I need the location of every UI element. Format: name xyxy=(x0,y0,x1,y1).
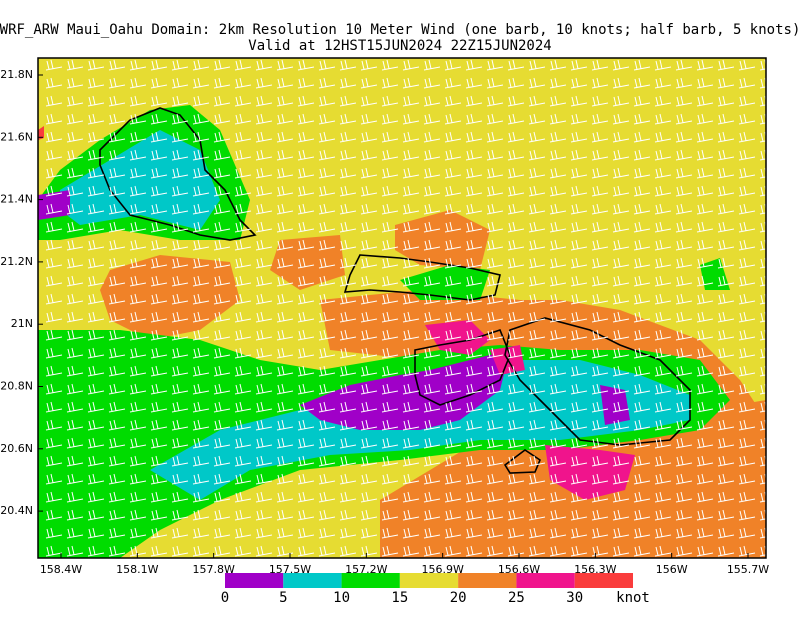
colorbar-swatch xyxy=(516,573,575,588)
coastline xyxy=(504,317,691,446)
longitude-label: 157.8W xyxy=(192,563,234,576)
latitude-label: 21.4N xyxy=(0,193,33,206)
coastline xyxy=(503,449,541,474)
coastline xyxy=(99,107,257,241)
field xyxy=(38,58,766,558)
colorbar-label: 5 xyxy=(279,590,287,606)
wind-region xyxy=(545,445,635,500)
colorbar-swatch xyxy=(225,573,284,588)
longitude-label: 156.3W xyxy=(574,563,616,576)
longitude-label: 157.5W xyxy=(269,563,311,576)
longitude-label: 155.7W xyxy=(727,563,769,576)
colorbar-swatch xyxy=(341,573,400,588)
plot-area: 21.8N 21.6N 21.4N 21.2N 21N 20.8N 20.6N 20.4N 15… xyxy=(0,57,769,576)
longitude-label: 157.2W xyxy=(345,563,387,576)
longitude-label: 156.9W xyxy=(421,563,463,576)
colorbar-swatch xyxy=(458,573,517,588)
title-line: WRF_ARW Maui_Oahu Domain: 2km Resolution… xyxy=(0,22,800,38)
colorbar-swatch xyxy=(574,573,633,588)
longitude-label: 158.4W xyxy=(40,563,82,576)
colorbar-label: 30 xyxy=(566,590,583,606)
wind-region xyxy=(400,265,490,300)
latitude-label: 21.8N xyxy=(0,68,33,81)
longitude-label: 156W xyxy=(656,563,688,576)
longitude-label: 156.6W xyxy=(498,563,540,576)
colorbar-label: 0 xyxy=(221,590,229,606)
wind-region xyxy=(38,190,70,220)
longitude-label: 158.1W xyxy=(116,563,158,576)
wind-region xyxy=(60,130,220,230)
colorbar-label: 15 xyxy=(391,590,408,606)
colorbar-swatch xyxy=(283,573,342,588)
wind-region xyxy=(395,210,490,270)
wind-region xyxy=(38,126,44,140)
latitude-label: 20.6N xyxy=(0,442,33,455)
latitude-label: 20.4N xyxy=(0,504,33,517)
plot-frame xyxy=(37,57,767,559)
colorbar-label: 10 xyxy=(333,590,350,606)
title-line: Valid at 12HST15JUN2024 22Z15JUN2024 xyxy=(248,38,551,54)
coastline xyxy=(414,329,511,406)
latitude-label: 21.6N xyxy=(0,130,33,143)
latitude-label: 21N xyxy=(11,317,33,330)
latitude-label: 20.8N xyxy=(0,380,33,393)
wind-region xyxy=(600,385,630,425)
colorbar-label: 20 xyxy=(450,590,467,606)
colorbar-unit: knot xyxy=(616,590,650,606)
colorbar: 0 5 10 15 20 25 30 knot xyxy=(221,573,650,606)
latitude-label: 21.2N xyxy=(0,255,33,268)
colorbar-label: 25 xyxy=(508,590,525,606)
wind-barbs xyxy=(45,59,766,557)
colorbar-swatch xyxy=(399,573,459,588)
